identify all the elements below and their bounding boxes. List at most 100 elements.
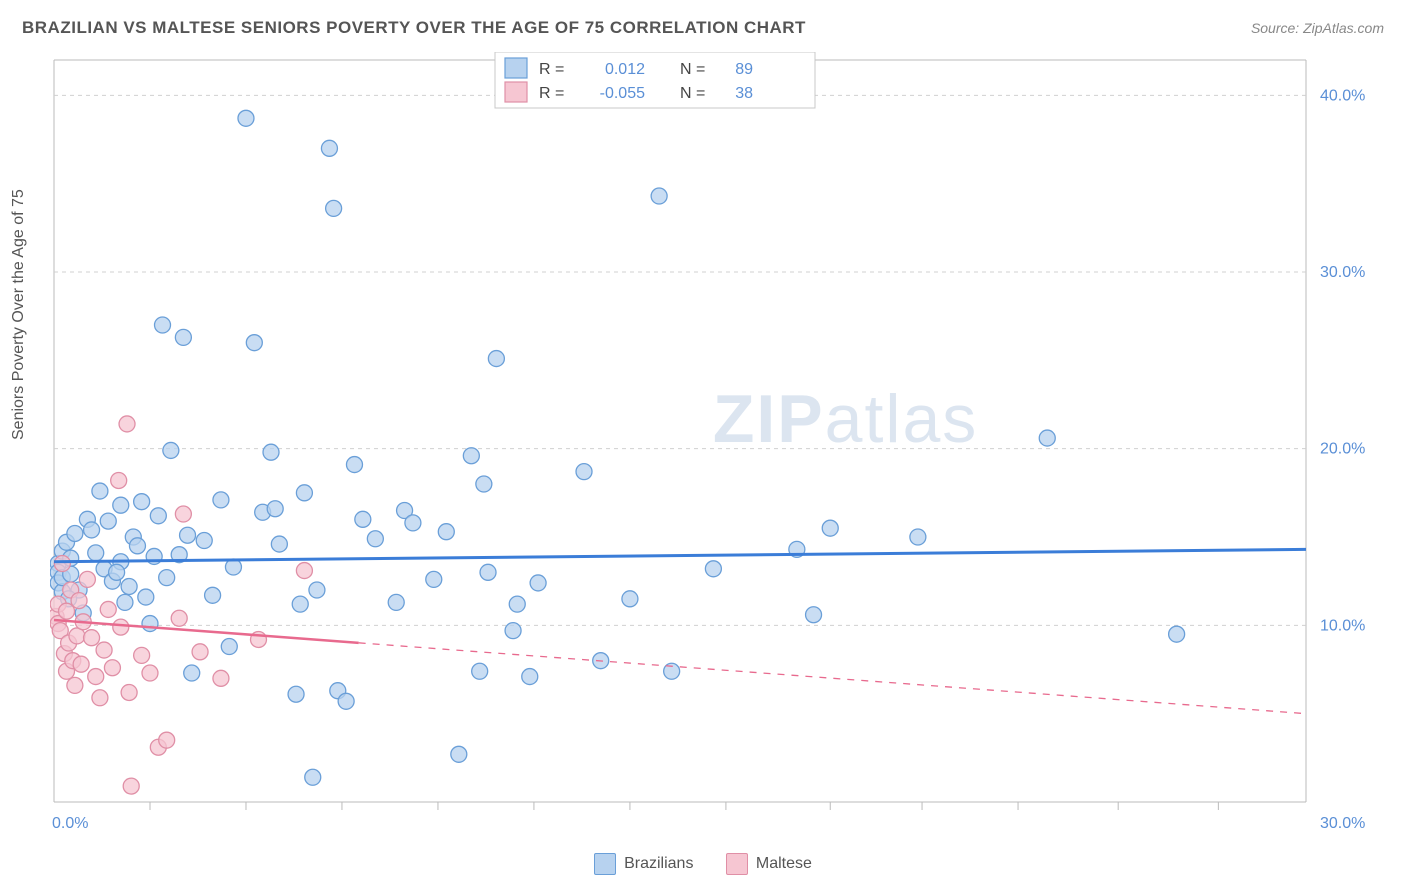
legend-label: Brazilians <box>624 855 693 873</box>
y-tick-label: 30.0% <box>1320 264 1365 281</box>
data-point <box>150 508 166 524</box>
data-point <box>267 501 283 517</box>
stats-n-label: N = <box>680 61 705 78</box>
y-axis-label: Seniors Poverty Over the Age of 75 <box>10 189 28 440</box>
data-point <box>288 686 304 702</box>
x-tick-label: 30.0% <box>1320 815 1365 832</box>
data-point <box>271 536 287 552</box>
scatter-plot: 10.0%20.0%30.0%40.0%0.0%30.0%ZIPatlasR =… <box>50 52 1376 832</box>
data-point <box>338 693 354 709</box>
data-point <box>651 188 667 204</box>
data-point <box>221 639 237 655</box>
data-point <box>192 644 208 660</box>
data-point <box>296 485 312 501</box>
stats-swatch <box>505 82 527 102</box>
data-point <box>196 533 212 549</box>
data-point <box>155 317 171 333</box>
data-point <box>476 476 492 492</box>
data-point <box>184 665 200 681</box>
data-point <box>296 563 312 579</box>
watermark: ZIPatlas <box>713 381 978 457</box>
data-point <box>67 525 83 541</box>
y-tick-label: 20.0% <box>1320 441 1365 458</box>
data-point <box>159 732 175 748</box>
data-point <box>1169 626 1185 642</box>
data-point <box>480 564 496 580</box>
data-point <box>309 582 325 598</box>
legend-item-maltese: Maltese <box>726 853 812 875</box>
data-point <box>355 511 371 527</box>
data-point <box>84 630 100 646</box>
data-point <box>138 589 154 605</box>
data-point <box>509 596 525 612</box>
data-point <box>142 665 158 681</box>
data-point <box>1039 430 1055 446</box>
data-point <box>426 571 442 587</box>
data-point <box>121 578 137 594</box>
data-point <box>111 472 127 488</box>
data-point <box>472 663 488 679</box>
data-point <box>159 570 175 586</box>
data-point <box>463 448 479 464</box>
data-point <box>92 690 108 706</box>
legend: Brazilians Maltese <box>0 853 1406 880</box>
stats-n-value: 89 <box>735 61 753 78</box>
data-point <box>346 457 362 473</box>
data-point <box>405 515 421 531</box>
data-point <box>79 571 95 587</box>
y-tick-label: 40.0% <box>1320 87 1365 104</box>
data-point <box>438 524 454 540</box>
chart-title: BRAZILIAN VS MALTESE SENIORS POVERTY OVE… <box>22 18 806 38</box>
data-point <box>488 351 504 367</box>
data-point <box>104 660 120 676</box>
stats-r-value: -0.055 <box>600 85 645 102</box>
stats-r-value: 0.012 <box>605 61 645 78</box>
data-point <box>522 669 538 685</box>
data-point <box>213 492 229 508</box>
stats-n-label: N = <box>680 85 705 102</box>
data-point <box>180 527 196 543</box>
data-point <box>88 545 104 561</box>
data-point <box>246 335 262 351</box>
data-point <box>576 464 592 480</box>
data-point <box>910 529 926 545</box>
data-point <box>305 769 321 785</box>
data-point <box>121 684 137 700</box>
data-point <box>505 623 521 639</box>
data-point <box>100 513 116 529</box>
data-point <box>175 506 191 522</box>
data-point <box>292 596 308 612</box>
data-point <box>263 444 279 460</box>
data-point <box>129 538 145 554</box>
data-point <box>205 587 221 603</box>
stats-r-label: R = <box>539 85 564 102</box>
data-point <box>326 200 342 216</box>
data-point <box>134 494 150 510</box>
data-point <box>71 593 87 609</box>
data-point <box>117 594 133 610</box>
data-point <box>73 656 89 672</box>
data-point <box>171 610 187 626</box>
data-point <box>96 642 112 658</box>
data-point <box>134 647 150 663</box>
data-point <box>119 416 135 432</box>
trend-line <box>54 549 1306 561</box>
legend-swatch-blue <box>594 853 616 875</box>
data-point <box>175 329 191 345</box>
data-point <box>367 531 383 547</box>
data-point <box>123 778 139 794</box>
data-point <box>163 442 179 458</box>
data-point <box>142 616 158 632</box>
data-point <box>806 607 822 623</box>
data-point <box>113 497 129 513</box>
stats-n-value: 38 <box>735 85 753 102</box>
data-point <box>100 601 116 617</box>
data-point <box>84 522 100 538</box>
data-point <box>88 669 104 685</box>
data-point <box>67 677 83 693</box>
y-tick-label: 10.0% <box>1320 617 1365 634</box>
stats-r-label: R = <box>539 61 564 78</box>
stats-swatch <box>505 58 527 78</box>
data-point <box>388 594 404 610</box>
data-point <box>238 110 254 126</box>
